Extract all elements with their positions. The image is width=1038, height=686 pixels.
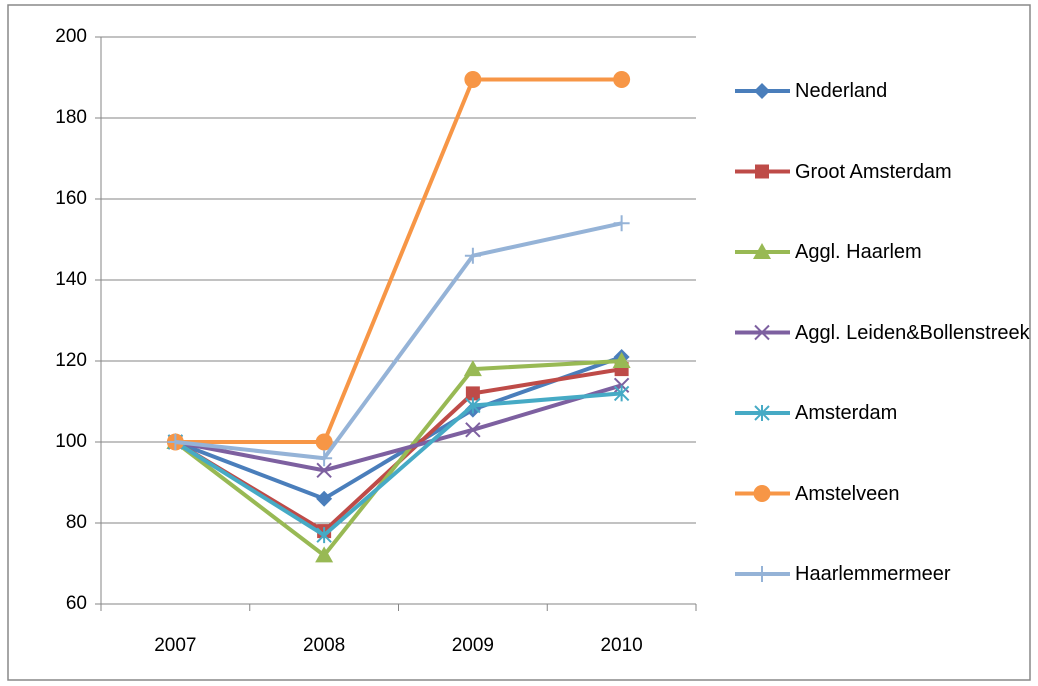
marker <box>167 434 184 450</box>
y-tick-label: 100 <box>55 431 87 452</box>
marker <box>316 490 333 507</box>
marker <box>465 397 481 414</box>
marker <box>612 352 631 368</box>
marker <box>464 247 481 264</box>
legend-marker <box>753 485 771 502</box>
legend-label: Groot Amsterdam <box>795 160 952 183</box>
marker <box>613 385 630 402</box>
y-tick-label: 80 <box>66 512 87 533</box>
marker <box>315 433 333 451</box>
series-line <box>175 221 623 461</box>
x-tick-label: 2009 <box>452 635 494 656</box>
marker <box>465 386 480 401</box>
marker <box>316 527 332 544</box>
x-tick-label: 2007 <box>154 635 196 656</box>
series-line <box>175 77 622 444</box>
y-tick-label: 140 <box>55 269 87 290</box>
legend-label: Nederland <box>795 80 888 102</box>
series-line <box>174 359 622 558</box>
marker <box>465 422 481 438</box>
marker <box>316 450 333 467</box>
marker <box>316 462 332 479</box>
y-tick-label: 120 <box>55 350 87 371</box>
legend-label: Amstelveen <box>795 482 900 505</box>
legend-label: Haarlemmermeer <box>795 563 951 585</box>
legend-marker <box>755 164 769 179</box>
legend-marker <box>754 324 770 341</box>
legend-marker <box>754 566 770 582</box>
y-tick-label: 60 <box>66 593 87 614</box>
legend-label: Aggl. Leiden&Bollenstreek <box>795 321 1030 344</box>
legend-marker <box>754 405 770 421</box>
marker <box>613 215 630 232</box>
legend-label: Aggl. Haarlem <box>795 241 922 263</box>
y-tick-label: 200 <box>55 26 87 47</box>
y-tick-label: 180 <box>55 107 87 128</box>
legend-label: Amsterdam <box>795 402 898 424</box>
marker <box>315 546 334 563</box>
marker <box>613 71 631 89</box>
y-tick-label: 160 <box>55 188 87 209</box>
series-line <box>175 383 623 473</box>
legend-marker <box>753 243 771 259</box>
x-tick-label: 2010 <box>600 635 642 656</box>
marker <box>463 360 482 377</box>
marker <box>464 71 482 89</box>
x-tick-label: 2008 <box>303 635 345 656</box>
legend-marker <box>754 83 770 99</box>
series-line <box>174 391 622 538</box>
